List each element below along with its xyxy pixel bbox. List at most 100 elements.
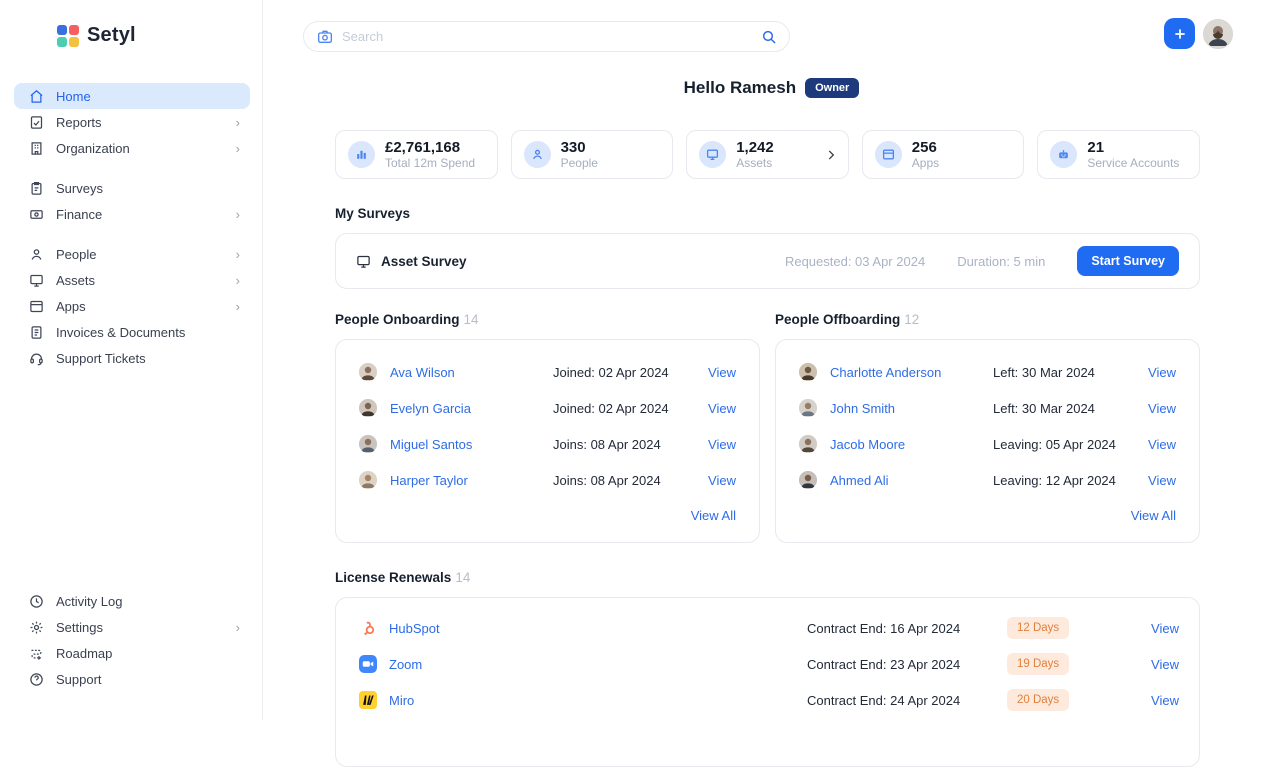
stat-card-apps[interactable]: 256 Apps bbox=[861, 130, 1025, 179]
sidebar-item-home[interactable]: Home bbox=[14, 83, 250, 109]
person-name-link[interactable]: Charlotte Anderson bbox=[830, 364, 942, 380]
person-row: Charlotte Anderson Left: 30 Mar 2024 Vie… bbox=[799, 354, 1176, 390]
avatar bbox=[799, 435, 817, 453]
role-badge: Owner bbox=[805, 78, 860, 98]
section-title-onboarding: People Onboarding 14 bbox=[335, 312, 479, 327]
home-icon bbox=[28, 88, 44, 104]
stat-card-assets[interactable]: 1,242 Assets bbox=[686, 130, 849, 179]
stat-card-people[interactable]: 330 People bbox=[510, 130, 674, 179]
survey-row: Asset Survey Requested: 03 Apr 2024 Dura… bbox=[336, 234, 1199, 288]
search-input[interactable] bbox=[342, 29, 761, 44]
chevron-right-icon: › bbox=[235, 619, 240, 635]
app-name-link[interactable]: HubSpot bbox=[389, 620, 440, 636]
chevron-right-icon: › bbox=[235, 246, 240, 262]
sidebar-item-support[interactable]: Support bbox=[14, 666, 250, 692]
person-name-link[interactable]: Evelyn Garcia bbox=[390, 400, 471, 416]
app-name-link[interactable]: Miro bbox=[389, 692, 415, 708]
zoom-logo-icon bbox=[359, 655, 377, 673]
sidebar-item-people[interactable]: People › bbox=[14, 241, 250, 267]
sidebar-item-activity-log[interactable]: Activity Log bbox=[14, 588, 250, 614]
license-row: HubSpot Contract End: 16 Apr 2024 12 Day… bbox=[359, 610, 1179, 646]
section-title-my-surveys: My Surveys bbox=[335, 206, 411, 221]
view-link[interactable]: View bbox=[1148, 364, 1176, 380]
sidebar-item-label: Activity Log bbox=[56, 593, 123, 609]
person-name-link[interactable]: John Smith bbox=[830, 400, 896, 416]
sidebar-item-invoices-documents[interactable]: Invoices & Documents bbox=[14, 319, 250, 345]
stat-card-service-accounts[interactable]: 21 Service Accounts bbox=[1037, 130, 1200, 179]
person-date: Leaving: 12 Apr 2024 bbox=[993, 472, 1116, 488]
person-name-link[interactable]: Ahmed Ali bbox=[830, 472, 889, 488]
view-link[interactable]: View bbox=[1148, 436, 1176, 452]
offboarding-count: 12 bbox=[904, 312, 920, 327]
stat-label: Total 12m Spend bbox=[385, 155, 476, 170]
person-name-link[interactable]: Jacob Moore bbox=[830, 436, 906, 452]
person-name-link[interactable]: Harper Taylor bbox=[390, 472, 468, 488]
camera-scan-icon[interactable] bbox=[317, 29, 333, 45]
search-bar[interactable] bbox=[303, 21, 790, 52]
sidebar-item-organization[interactable]: Organization › bbox=[14, 135, 250, 161]
view-link[interactable]: View bbox=[1148, 400, 1176, 416]
stat-card-spend[interactable]: £2,761,168 Total 12m Spend bbox=[335, 130, 498, 179]
surveys-card: Asset Survey Requested: 03 Apr 2024 Dura… bbox=[335, 233, 1200, 289]
person-date: Joins: 08 Apr 2024 bbox=[553, 472, 661, 488]
sidebar-item-label: Finance bbox=[56, 206, 103, 222]
start-survey-button[interactable]: Start Survey bbox=[1077, 246, 1179, 276]
monitor-icon bbox=[28, 272, 44, 288]
view-link[interactable]: View bbox=[1151, 656, 1179, 672]
person-icon bbox=[28, 246, 44, 262]
view-link[interactable]: View bbox=[1151, 692, 1179, 708]
person-date: Left: 30 Mar 2024 bbox=[993, 400, 1095, 416]
view-link[interactable]: View bbox=[1151, 620, 1179, 636]
view-all-link[interactable]: View All bbox=[690, 507, 736, 523]
person-date: Joined: 02 Apr 2024 bbox=[553, 364, 669, 380]
sidebar-item-apps[interactable]: Apps › bbox=[14, 293, 250, 319]
avatar bbox=[359, 399, 377, 417]
sidebar-item-label: Assets bbox=[56, 272, 96, 288]
contract-end: Contract End: 23 Apr 2024 bbox=[807, 656, 961, 672]
search-icon[interactable] bbox=[761, 29, 777, 45]
sidebar-item-roadmap[interactable]: Roadmap bbox=[14, 640, 250, 666]
sidebar-item-settings[interactable]: Settings › bbox=[14, 614, 250, 640]
miro-logo-icon bbox=[359, 691, 377, 709]
view-link[interactable]: View bbox=[708, 364, 736, 380]
sidebar-item-label: Apps bbox=[56, 298, 86, 314]
stat-value: 1,242 bbox=[736, 138, 774, 156]
document-icon bbox=[28, 324, 44, 340]
survey-name: Asset Survey bbox=[381, 253, 467, 269]
view-link[interactable]: View bbox=[708, 436, 736, 452]
license-row: Zoom Contract End: 23 Apr 2024 19 Days V… bbox=[359, 646, 1179, 682]
sidebar-item-assets[interactable]: Assets › bbox=[14, 267, 250, 293]
contract-end: Contract End: 16 Apr 2024 bbox=[807, 620, 961, 636]
person-row: Ahmed Ali Leaving: 12 Apr 2024 View bbox=[799, 462, 1176, 498]
person-name-link[interactable]: Miguel Santos bbox=[390, 436, 473, 452]
stat-value: 256 bbox=[911, 138, 937, 156]
view-all-link[interactable]: View All bbox=[1130, 507, 1176, 523]
app-name-link[interactable]: Zoom bbox=[389, 656, 423, 672]
monitor-icon bbox=[699, 141, 727, 168]
survey-requested: Requested: 03 Apr 2024 bbox=[784, 253, 926, 269]
person-row: Miguel Santos Joins: 08 Apr 2024 View bbox=[359, 426, 736, 462]
sidebar-item-label: Support Tickets bbox=[56, 350, 146, 366]
sidebar-item-label: Surveys bbox=[56, 180, 103, 196]
view-link[interactable]: View bbox=[708, 400, 736, 416]
building-icon bbox=[28, 140, 44, 156]
question-circle-icon bbox=[28, 671, 44, 687]
chevron-right-icon: › bbox=[235, 206, 240, 222]
sidebar-item-label: Organization bbox=[56, 140, 130, 156]
apps-window-icon bbox=[874, 141, 902, 168]
avatar bbox=[359, 435, 377, 453]
user-avatar[interactable] bbox=[1203, 18, 1233, 49]
view-link[interactable]: View bbox=[708, 472, 736, 488]
view-link[interactable]: View bbox=[1148, 472, 1176, 488]
chevron-right-icon[interactable] bbox=[824, 148, 838, 162]
sidebar-item-finance[interactable]: Finance › bbox=[14, 201, 250, 227]
add-button[interactable] bbox=[1164, 18, 1195, 49]
setyl-logo-icon bbox=[57, 24, 79, 47]
stat-value: 21 bbox=[1087, 138, 1105, 156]
sidebar-item-support-tickets[interactable]: Support Tickets bbox=[14, 345, 250, 371]
person-name-link[interactable]: Ava Wilson bbox=[390, 364, 455, 380]
sidebar-item-label: Reports bbox=[56, 114, 102, 130]
sidebar-item-surveys[interactable]: Surveys bbox=[14, 175, 250, 201]
avatar bbox=[799, 399, 817, 417]
sidebar-item-reports[interactable]: Reports › bbox=[14, 109, 250, 135]
